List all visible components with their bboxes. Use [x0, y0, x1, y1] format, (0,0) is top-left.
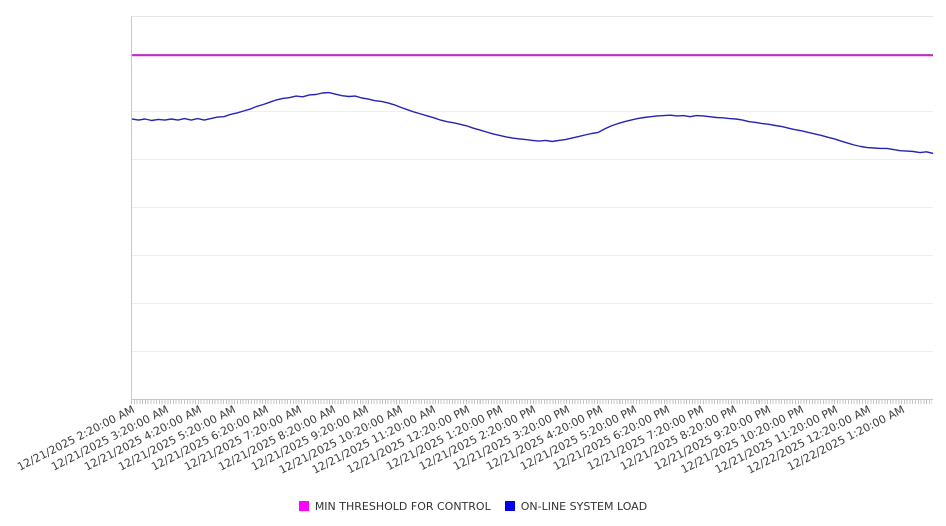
gridline — [132, 351, 933, 352]
gridline — [132, 159, 933, 160]
legend-swatch-icon — [504, 501, 515, 511]
legend-item[interactable]: MIN THRESHOLD FOR CONTROL — [298, 499, 491, 513]
x-axis-minor-ticks — [131, 399, 932, 404]
legend-label: MIN THRESHOLD FOR CONTROL — [314, 499, 491, 513]
plot-area[interactable] — [131, 16, 933, 400]
gridline — [132, 207, 933, 208]
legend-swatch-icon — [298, 501, 309, 511]
series-canvas — [132, 54, 933, 155]
gridline — [132, 111, 933, 112]
legend-label: ON-LINE SYSTEM LOAD — [520, 499, 648, 513]
chart-legend: MIN THRESHOLD FOR CONTROL ON-LINE SYSTEM … — [0, 496, 946, 516]
gridline — [132, 255, 933, 256]
system-load-line — [132, 91, 933, 155]
legend-item[interactable]: ON-LINE SYSTEM LOAD — [504, 499, 648, 513]
gridline — [132, 303, 933, 304]
